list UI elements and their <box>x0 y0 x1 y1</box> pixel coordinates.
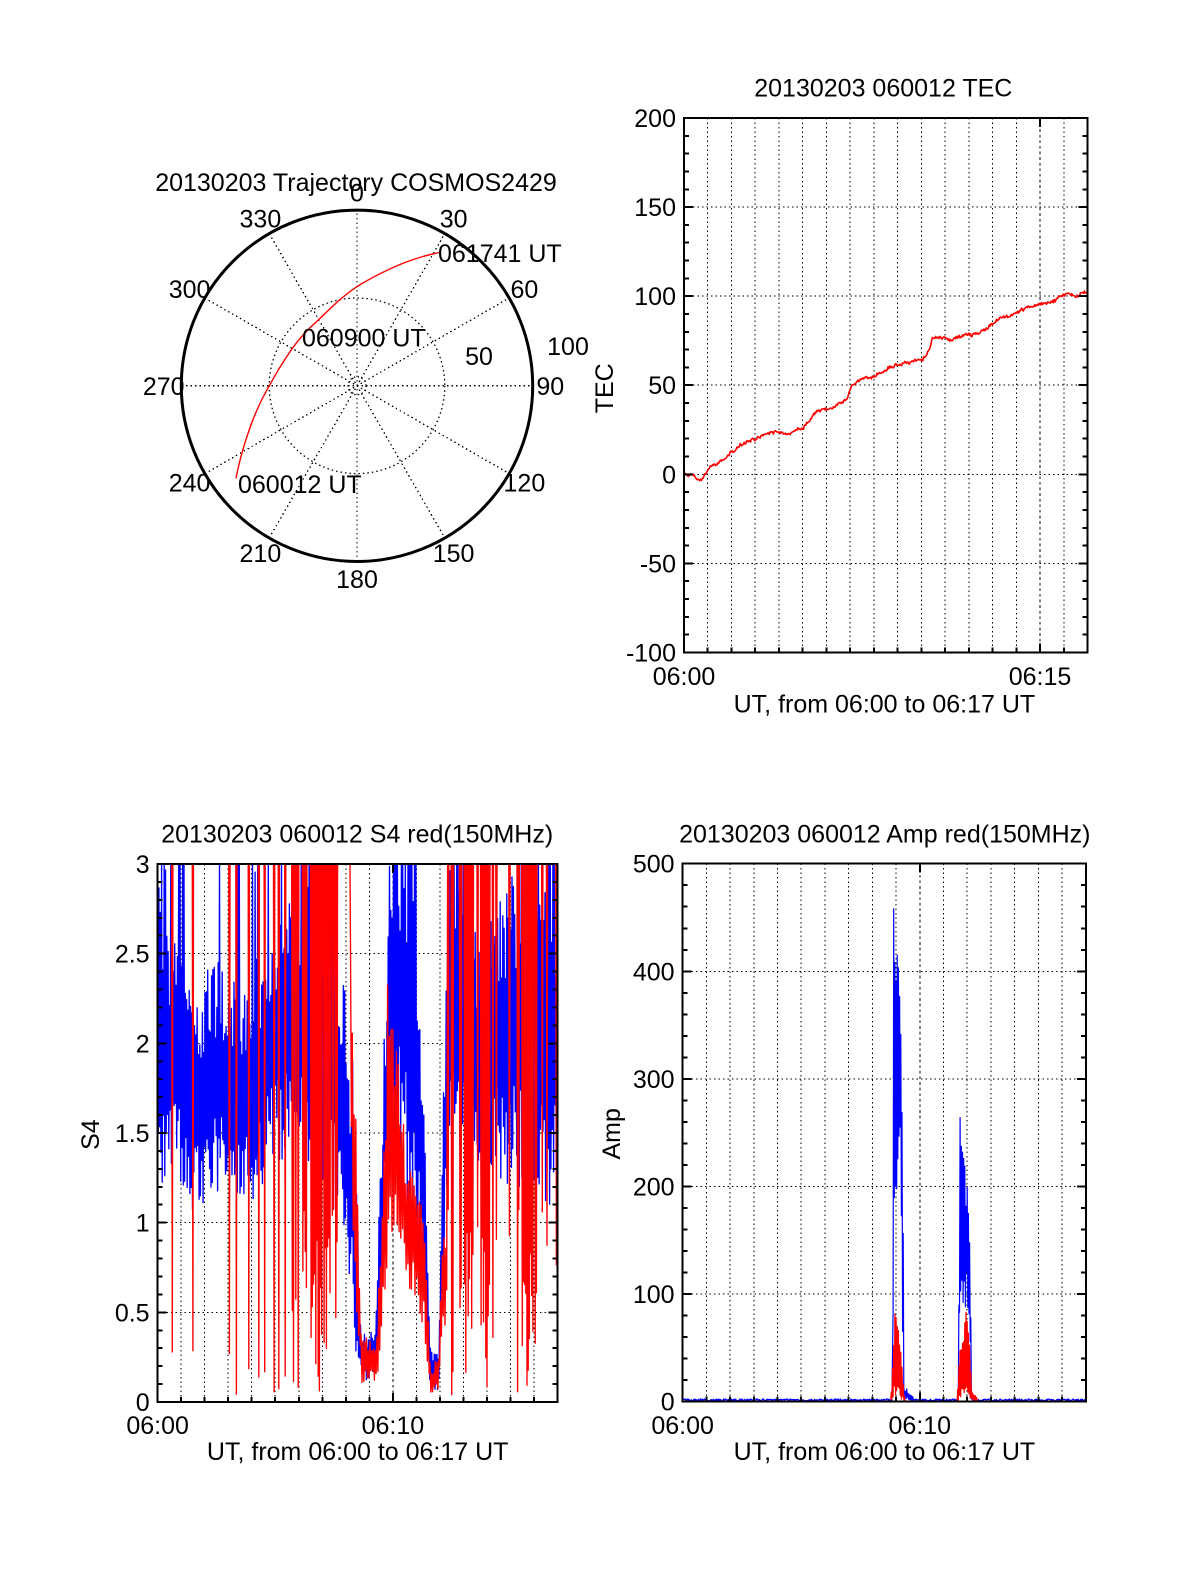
svg-text:150: 150 <box>433 540 475 568</box>
svg-text:061741 UT: 061741 UT <box>438 240 562 268</box>
svg-text:100: 100 <box>633 1281 675 1309</box>
svg-text:2: 2 <box>136 1030 150 1058</box>
svg-text:06:00: 06:00 <box>126 1412 189 1440</box>
svg-text:-50: -50 <box>640 550 676 578</box>
svg-text:240: 240 <box>169 469 211 497</box>
svg-text:500: 500 <box>633 851 675 879</box>
svg-text:270: 270 <box>143 373 185 401</box>
svg-text:60: 60 <box>510 276 538 304</box>
svg-text:100: 100 <box>547 333 589 361</box>
svg-text:300: 300 <box>633 1066 675 1094</box>
svg-text:06:00: 06:00 <box>651 1412 714 1440</box>
svg-text:06:10: 06:10 <box>889 1412 952 1440</box>
svg-text:2.5: 2.5 <box>115 941 150 969</box>
svg-text:20130203 Trajectory COSMOS2429: 20130203 Trajectory COSMOS2429 <box>155 169 557 197</box>
svg-text:300: 300 <box>169 276 211 304</box>
svg-text:330: 330 <box>240 205 282 233</box>
svg-text:0: 0 <box>136 1389 150 1417</box>
svg-text:50: 50 <box>648 372 676 400</box>
svg-text:90: 90 <box>536 373 564 401</box>
svg-text:UT, from 06:00 to 06:17 UT: UT, from 06:00 to 06:17 UT <box>734 691 1036 719</box>
svg-text:Amp: Amp <box>598 1108 626 1159</box>
svg-text:50: 50 <box>465 343 493 371</box>
svg-text:3: 3 <box>136 851 150 879</box>
svg-text:0.5: 0.5 <box>115 1299 150 1327</box>
svg-text:120: 120 <box>504 469 546 497</box>
svg-text:06:00: 06:00 <box>653 663 716 691</box>
svg-text:200: 200 <box>633 1174 675 1202</box>
svg-text:UT, from 06:00 to 06:17 UT: UT, from 06:00 to 06:17 UT <box>734 1438 1036 1466</box>
svg-text:200: 200 <box>634 105 676 133</box>
svg-text:400: 400 <box>633 958 675 986</box>
svg-text:0: 0 <box>661 1389 675 1417</box>
svg-text:1: 1 <box>136 1210 150 1238</box>
svg-text:20130203 060012 TEC: 20130203 060012 TEC <box>754 75 1012 103</box>
svg-text:1.5: 1.5 <box>115 1120 150 1148</box>
svg-text:S4: S4 <box>77 1119 105 1150</box>
svg-text:150: 150 <box>634 194 676 222</box>
svg-text:180: 180 <box>336 566 378 594</box>
svg-text:100: 100 <box>634 283 676 311</box>
svg-text:060900 UT: 060900 UT <box>302 325 426 353</box>
svg-text:TEC: TEC <box>591 363 619 413</box>
svg-text:20130203 060012 S4 red(150MHz): 20130203 060012 S4 red(150MHz) <box>161 821 553 849</box>
svg-text:06:10: 06:10 <box>362 1412 425 1440</box>
svg-text:060012 UT: 060012 UT <box>238 471 362 499</box>
svg-text:0: 0 <box>662 461 676 489</box>
svg-text:30: 30 <box>440 205 468 233</box>
svg-text:0: 0 <box>350 180 364 208</box>
svg-text:06:15: 06:15 <box>1009 663 1072 691</box>
svg-text:UT, from 06:00 to 06:17 UT: UT, from 06:00 to 06:17 UT <box>207 1438 509 1466</box>
svg-text:210: 210 <box>240 540 282 568</box>
svg-text:20130203 060012 Amp red(150MHz: 20130203 060012 Amp red(150MHz) <box>679 821 1090 849</box>
svg-text:-100: -100 <box>626 640 676 668</box>
